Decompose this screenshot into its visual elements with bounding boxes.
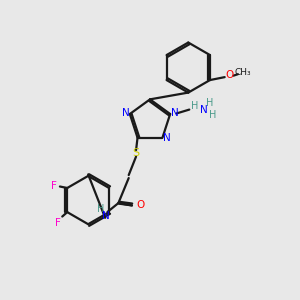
Text: H: H (209, 110, 217, 120)
Text: N: N (102, 211, 110, 221)
Text: F: F (56, 218, 62, 228)
Text: N: N (200, 105, 208, 115)
Text: H: H (206, 98, 214, 108)
Text: N: N (163, 133, 171, 143)
Text: O: O (225, 70, 233, 80)
Text: O: O (137, 200, 145, 210)
Text: N: N (171, 108, 178, 118)
Text: CH₃: CH₃ (235, 68, 251, 77)
Text: F: F (51, 181, 57, 190)
Text: H: H (190, 101, 198, 111)
Text: N: N (122, 108, 129, 118)
Text: S: S (133, 148, 140, 158)
Text: H: H (97, 204, 104, 214)
